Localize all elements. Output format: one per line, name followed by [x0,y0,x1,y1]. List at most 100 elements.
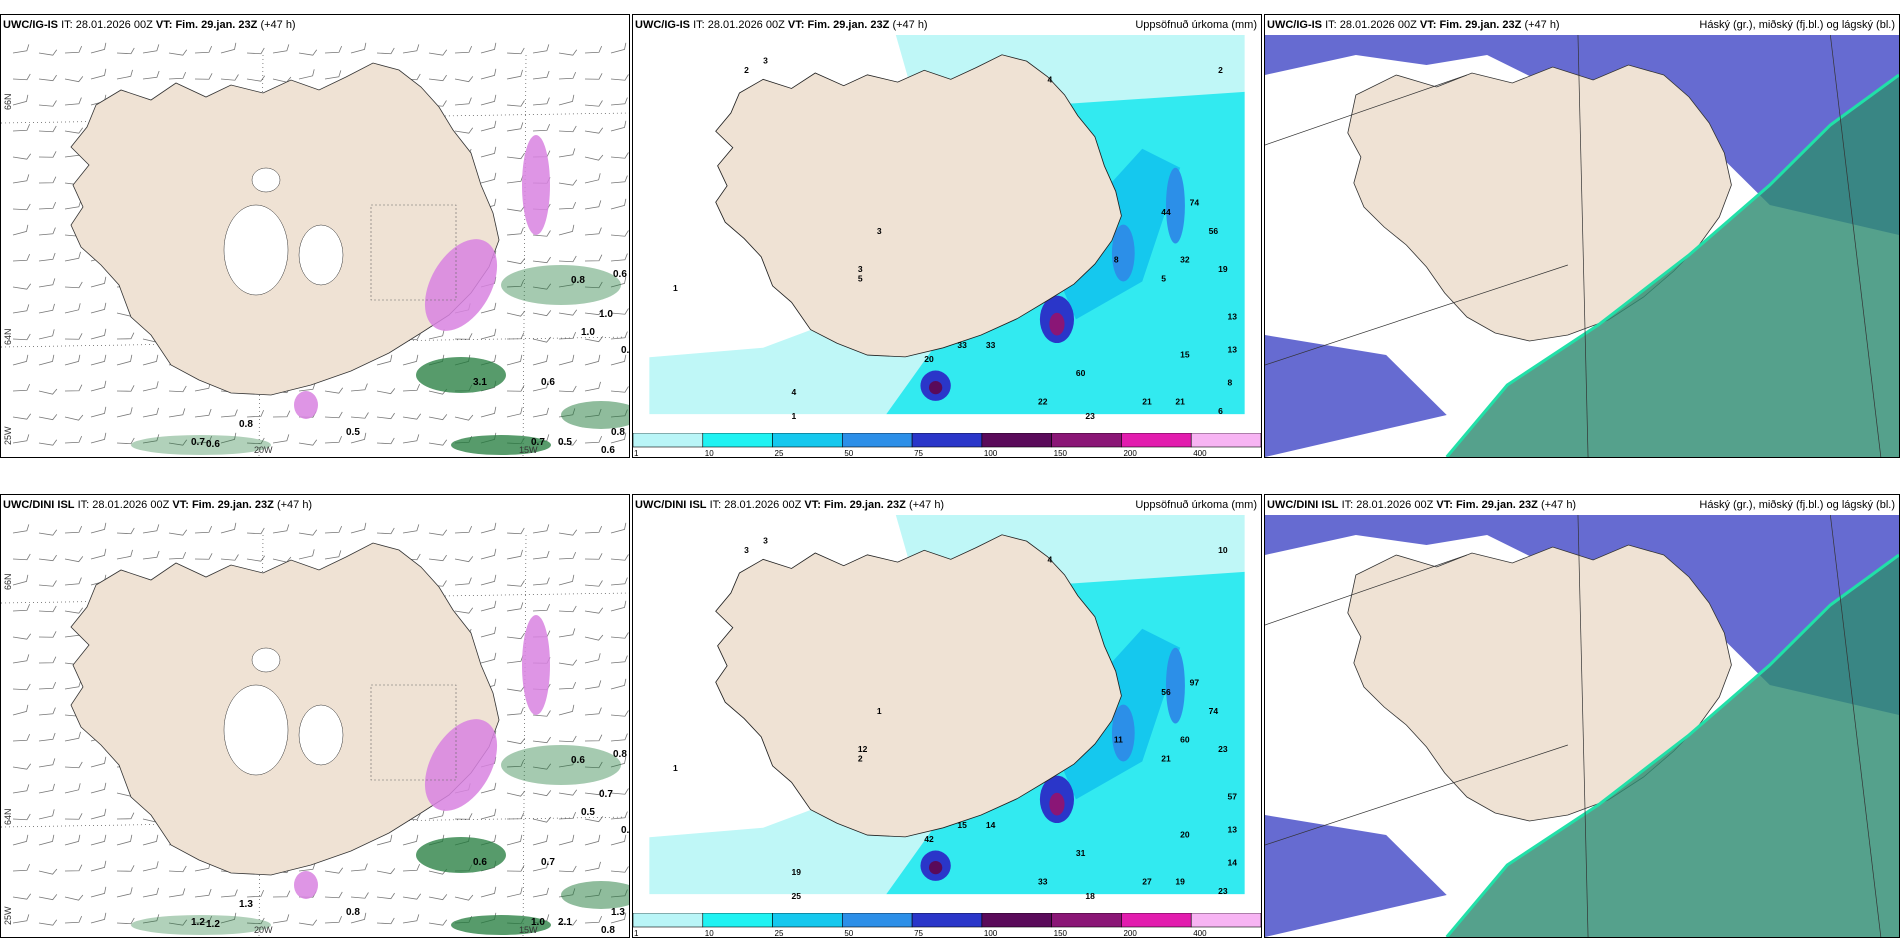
graticule-line [1265,554,1468,626]
wind-barb [90,276,107,288]
colorbar: 1 10 25 50 75 100 150 200 400 [633,913,1261,937]
wind-barb [350,383,368,392]
wind-barb [558,148,576,158]
glacier [298,704,344,766]
value-label: 21 [1142,397,1152,407]
wind-barb [12,763,32,770]
wind-barb [12,123,31,132]
hatch-area [370,684,457,781]
low-cloud [1265,35,1899,235]
wind-barb [38,414,58,421]
wind-barb [558,49,578,56]
wind-barb [402,524,420,534]
precip-band [1165,647,1185,724]
wind-barb [38,252,56,262]
colorbar-swatch [633,433,704,448]
value-label: 1.3 [611,907,625,918]
wind-barb [506,759,525,768]
colorbar-tick: 100 [984,449,998,457]
wind-barb [12,203,31,211]
wind-barb [142,407,159,418]
wind-barb [142,914,160,924]
wind-barb [584,354,601,366]
value-label: 1.0 [599,309,613,320]
wind-barb [142,550,160,560]
wind-barb [584,525,603,534]
wind-barb [506,100,525,107]
wind-barb [532,123,551,132]
wind-barb [506,69,523,80]
precip-max [928,860,943,875]
value-label: 6 [1218,406,1223,416]
colorbar-tick: 150 [1054,449,1068,457]
wind-barb [376,917,395,925]
wind-barb [12,834,29,846]
wind-barb [38,388,58,395]
wind-barb [558,94,575,106]
graticule-line [1265,74,1468,146]
wind-barb [194,553,213,560]
lat-label: 66N [3,573,13,590]
wind-barb [610,230,629,237]
value-label: 1 [673,763,678,773]
wind-barb [480,328,497,340]
wind-barb [142,524,160,534]
wind-barb [610,866,629,873]
wind-barb [506,707,524,716]
wind-barb [298,862,316,872]
wind-barb [142,44,160,54]
wind-barb [584,173,601,184]
wind-barb [38,151,57,158]
snow-fields [294,135,550,419]
wind-barb [90,860,107,872]
wind-barb [38,303,55,314]
wind-barb [90,42,107,54]
colorbar-tick: 100 [984,929,998,937]
wind-barb [454,76,474,83]
value-label: 23 [1085,411,1095,421]
wind-barb [12,413,32,420]
wind-barb [558,758,576,768]
wind-barb [558,255,577,263]
value-label: 3 [763,535,768,545]
gust-patch [416,357,506,393]
wind-barb [610,331,628,340]
wind-barb [584,227,602,236]
wind-barb [90,756,107,768]
wind-barb [246,47,265,55]
panel-header: UWC/IG-IS IT: 28.01.2026 00Z VT: Fim. 29… [1267,19,1560,31]
wind-barb [324,915,343,924]
wind-barb [168,888,186,898]
wind-barb [480,302,497,314]
wind-barb [64,834,81,846]
wind-barb [38,227,56,236]
wind-barb [12,73,31,81]
wind-barb [64,333,83,340]
wind-barb [610,97,628,106]
value-label: 0.8 [613,749,627,760]
wind-barb [324,45,343,54]
gust-patch [131,915,271,935]
wind-barb [610,554,629,561]
wind-barb [480,886,497,898]
wind-barb [558,811,577,820]
wind-barb [12,94,29,106]
panel-header: UWC/DINI ISL IT: 28.01.2026 00Z VT: Fim.… [3,499,313,511]
wind-barb [64,731,81,742]
wind-barb [584,73,603,80]
wind-barb [480,626,497,638]
graticule [1265,35,1882,457]
value-label: 0.7 [599,789,613,800]
wind-barb [376,412,395,420]
wind-barb [272,914,290,924]
wind-barb [90,834,107,846]
wind-barb [324,550,342,560]
wind-barb [376,868,396,875]
wind-barb [38,834,55,846]
wind-barb [532,70,550,80]
wind-barb [324,525,343,534]
wind-barb [272,524,290,534]
value-label: 13 [1228,345,1238,355]
